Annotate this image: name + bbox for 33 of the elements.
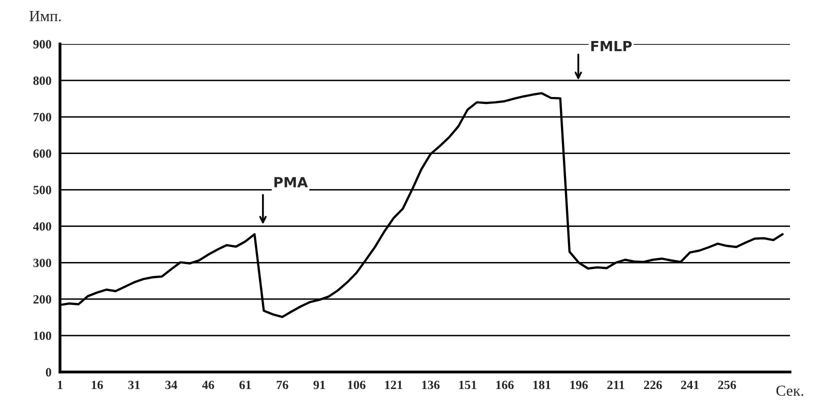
x-axis-title: Сек. (776, 386, 804, 396)
y-tick-label: 100 (34, 332, 52, 340)
y-tick-label: 500 (33, 186, 52, 194)
x-tick-label: 121 (385, 380, 402, 390)
annotation: FMLP (591, 40, 632, 52)
y-tick-label: 900 (33, 40, 52, 48)
x-tick-label: 76 (276, 380, 288, 390)
annotation: PMA (274, 177, 308, 188)
x-tick-label: 46 (202, 380, 214, 390)
x-tick-label: 1 (58, 380, 62, 390)
x-tick-label: 136 (422, 380, 440, 390)
x-tick-label: 31 (128, 380, 140, 390)
x-tick-label: 211 (607, 380, 624, 390)
y-tick-label: 200 (33, 295, 52, 304)
y-tick-label: 700 (34, 112, 52, 122)
x-tick-label: 166 (496, 380, 514, 390)
y-tick-label: 0 (46, 368, 52, 376)
y-tick-label: 300 (33, 258, 52, 268)
x-tick-label: 106 (348, 380, 366, 390)
y-tick-label: 400 (33, 222, 52, 231)
x-tick-label: 151 (459, 380, 476, 390)
y-axis-title: Имп. (29, 11, 61, 22)
x-tick-label: 256 (718, 380, 736, 390)
y-tick-label: 600 (33, 149, 52, 158)
x-tick-label: 241 (681, 380, 699, 390)
x-tick-label: 196 (570, 380, 588, 390)
x-tick-label: 16 (92, 380, 103, 390)
x-tick-label: 61 (239, 380, 251, 390)
x-tick-label: 34 (165, 380, 178, 390)
x-tick-label: 181 (533, 380, 550, 390)
y-tick-label: 800 (33, 76, 52, 85)
x-tick-label: 226 (644, 380, 662, 390)
x-tick-label: 91 (313, 380, 325, 390)
